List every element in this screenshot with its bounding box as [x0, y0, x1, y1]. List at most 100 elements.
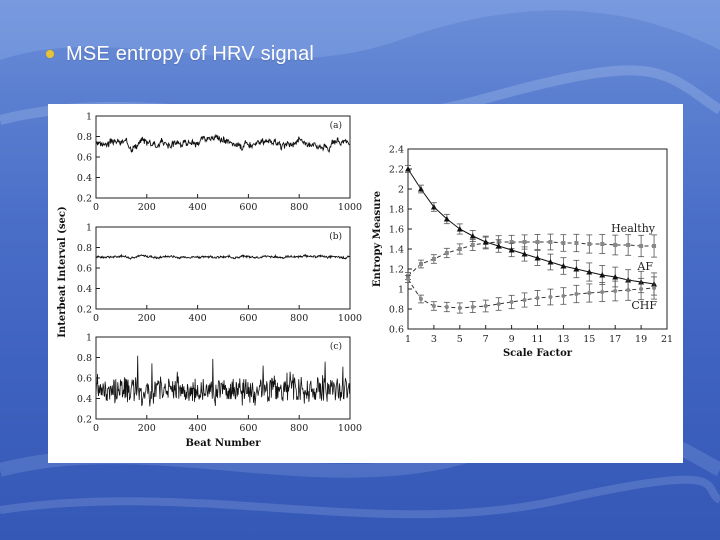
data-point [535, 296, 540, 300]
data-point [522, 240, 527, 244]
x-tick-label: 15 [583, 334, 595, 345]
data-point [469, 233, 476, 239]
x-tick-label: 400 [189, 202, 207, 213]
data-point [482, 239, 489, 245]
data-point [444, 251, 449, 255]
data-point [405, 166, 411, 172]
series-chf [405, 275, 658, 314]
x-tick-label: 800 [290, 202, 308, 213]
x-tick-label: 600 [239, 313, 257, 324]
data-point [522, 298, 527, 302]
figure-panel: 0.2 0.4 0.6 0.8 1 0 200 400 600 800 1000 (a) 0.2 0.4 0… [48, 104, 683, 463]
x-tick-label: 0 [93, 423, 99, 434]
bullet-dot-icon [46, 50, 54, 58]
x-axis-label: Scale Factor [503, 348, 573, 359]
y-tick-label: 0.8 [77, 243, 92, 254]
data-point [613, 243, 618, 247]
x-tick-label: 600 [239, 202, 257, 213]
data-point [548, 240, 553, 244]
interbeat-trace [95, 355, 351, 407]
y-tick-label: 1.2 [389, 265, 404, 276]
data-point [587, 291, 592, 295]
data-point [443, 216, 450, 222]
data-point [574, 292, 579, 296]
data-point [639, 244, 644, 248]
x-tick-label: 3 [431, 334, 437, 345]
x-tick-label: 400 [189, 423, 207, 434]
y-tick-label: 1 [86, 333, 92, 344]
data-point [509, 240, 514, 244]
data-point [457, 247, 462, 251]
series-healthy [405, 233, 658, 280]
x-tick-label: 17 [609, 334, 621, 345]
x-tick-label: 0 [93, 313, 99, 324]
x-tick-label: 19 [635, 334, 647, 345]
data-point [548, 295, 553, 299]
x-tick-label: 400 [189, 313, 207, 324]
data-point [612, 274, 619, 280]
series-af [405, 165, 658, 296]
y-tick-label: 0.8 [77, 353, 92, 364]
data-point [652, 286, 657, 290]
y-tick-label: 2.2 [389, 165, 404, 176]
data-point [470, 243, 475, 247]
interbeat-trace [95, 133, 351, 153]
x-tick-label: 5 [457, 334, 463, 345]
time-series-panel: 0.2 0.4 0.6 0.8 1 0 200 400 600 800 1000 (a) [77, 112, 362, 214]
y-tick-label: 0.4 [77, 173, 92, 184]
panel-frame [95, 336, 351, 420]
panel-tag: (b) [329, 231, 342, 242]
series-line [407, 241, 654, 277]
x-tick-label: 200 [138, 313, 156, 324]
y-tick-label: 2 [398, 185, 404, 196]
data-point [599, 272, 606, 278]
data-point [483, 304, 488, 308]
data-point [587, 242, 592, 246]
y-tick-label: 0.2 [77, 194, 92, 205]
y-tick-label: 0.6 [77, 153, 92, 164]
data-point [495, 243, 502, 249]
data-point [509, 300, 514, 304]
y-tick-label: 0.6 [77, 374, 92, 385]
y-tick-label: 0.6 [77, 264, 92, 275]
y-tick-label: 0.4 [77, 394, 92, 405]
data-point [561, 294, 566, 298]
data-point [470, 305, 475, 309]
x-tick-label: 1000 [338, 313, 362, 324]
data-point [534, 255, 541, 261]
data-point [430, 204, 437, 210]
y-tick-label: 0.4 [77, 284, 92, 295]
y-tick-label: 1 [398, 285, 404, 296]
data-point [626, 243, 631, 247]
x-tick-label: 600 [239, 423, 257, 434]
panel-tag: (c) [330, 341, 342, 352]
hrv-figure: 0.20.40.60.810 200 400 600 800 1000(a)0.20.40… [57, 112, 673, 450]
y-axis-label: Entropy Measure [372, 191, 383, 287]
series-label: Healthy [611, 222, 656, 235]
y-tick-label: 1.8 [389, 205, 404, 216]
data-point [613, 289, 618, 293]
data-point [431, 257, 436, 261]
data-point [573, 266, 580, 272]
time-series-panel: 0.2 0.4 0.6 0.8 1 0 200 400 600 800 1000 (c) Beat Nu… [77, 333, 362, 450]
data-point [600, 290, 605, 294]
interbeat-interval-axis-label: Interbeat Interval (sec) [57, 206, 68, 337]
y-tick-label: 2.4 [389, 145, 404, 156]
y-tick-label: 1 [86, 223, 92, 234]
x-tick-label: 800 [290, 313, 308, 324]
series-label: AF [636, 260, 653, 273]
data-point [418, 297, 423, 301]
panel-frame [95, 115, 351, 199]
panel-frame [95, 226, 351, 310]
data-point [535, 240, 540, 244]
y-tick-label: 0.8 [77, 132, 92, 143]
y-tick-label: 0.2 [77, 415, 92, 426]
data-point [586, 269, 593, 275]
data-point [431, 304, 436, 308]
x-tick-label: 200 [138, 423, 156, 434]
bullet-item: MSE entropy of HRV signal [46, 40, 314, 68]
panel-tag: (a) [330, 120, 342, 131]
data-point [561, 241, 566, 245]
data-point [444, 305, 449, 309]
x-tick-label: 9 [509, 334, 515, 345]
